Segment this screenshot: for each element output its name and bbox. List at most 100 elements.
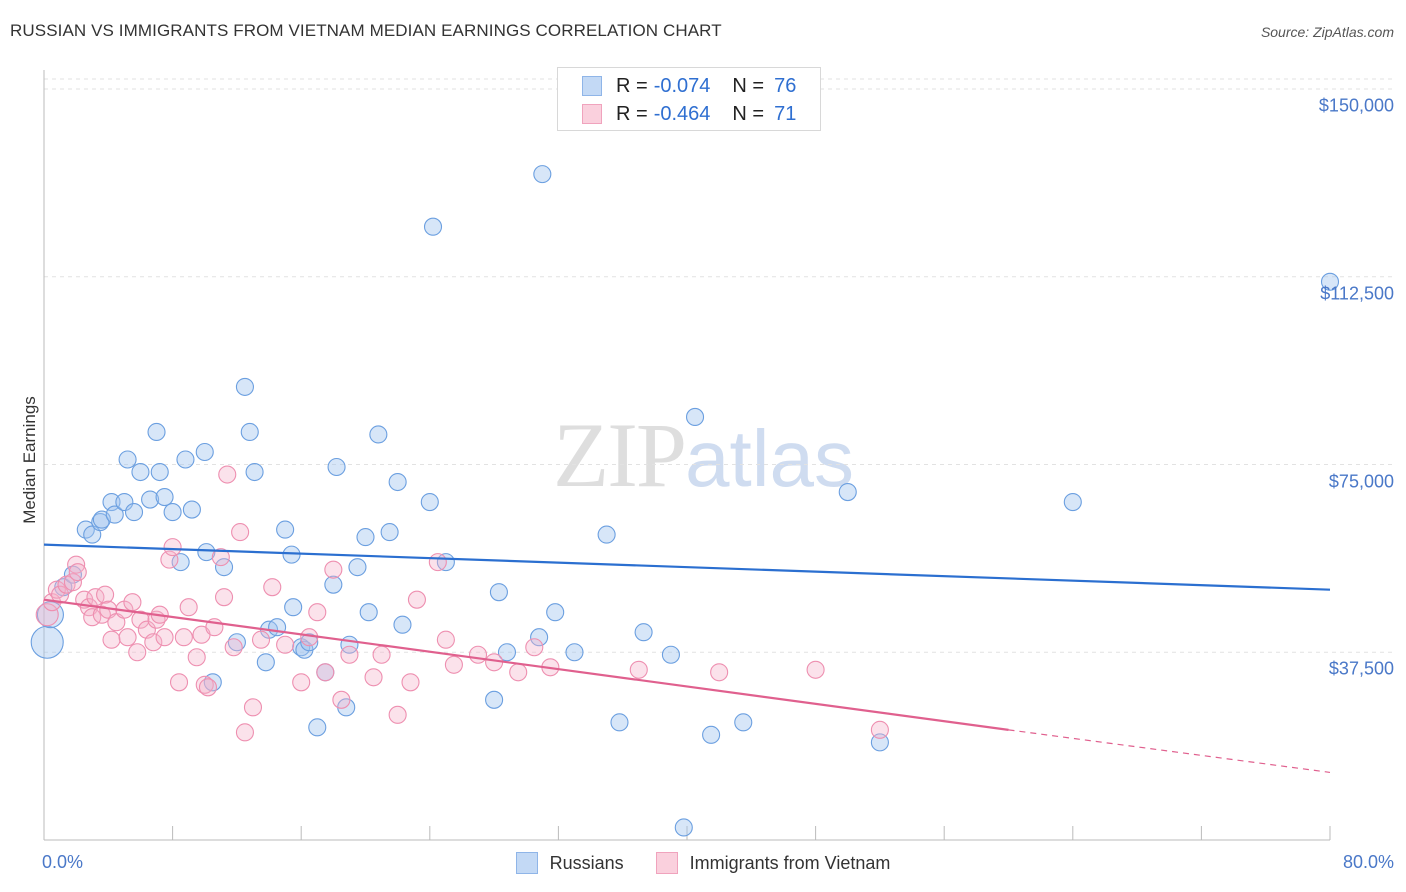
vietnam-point: [276, 635, 295, 654]
russians-point: [235, 377, 254, 396]
russians-point: [105, 505, 124, 524]
vietnam-point: [372, 645, 391, 664]
x-tick-label: 0.0%: [42, 852, 84, 872]
vietnam-point: [179, 598, 198, 617]
russians-point: [163, 503, 182, 522]
vietnam-point: [340, 645, 359, 664]
russians-point: [702, 725, 721, 744]
vietnam-point: [436, 630, 455, 649]
vietnam-point: [118, 628, 137, 647]
vietnam-point: [231, 523, 250, 542]
vietnam-point: [198, 678, 218, 697]
vietnam-point: [169, 673, 189, 692]
x-tick-label: 80.0%: [1342, 852, 1394, 872]
vietnam-point: [235, 723, 254, 742]
russians-point: [661, 645, 680, 664]
correlation-legend: R = -0.074 N = 76 R = -0.464 N = 71: [557, 67, 821, 131]
russians-point: [131, 462, 150, 482]
vietnam-point: [131, 610, 150, 629]
legend-n-value: 71: [774, 102, 797, 125]
russians-point: [1320, 272, 1340, 291]
vietnam-point: [251, 630, 271, 649]
russians-point: [118, 450, 137, 469]
vietnam-point: [710, 663, 729, 682]
legend-swatch-vietnam: [655, 852, 678, 874]
russians-point: [380, 523, 399, 542]
russians-point: [1063, 493, 1082, 512]
russians-point: [685, 407, 705, 426]
russians-point: [565, 643, 584, 662]
legend-swatch-vietnam: [582, 104, 602, 124]
vietnam-point: [123, 593, 142, 612]
russians-point: [141, 490, 160, 509]
legend-label-russians: Russians: [549, 852, 624, 873]
vietnam-point: [444, 655, 463, 674]
source-label: Source: ZipAtlas.com: [1260, 24, 1394, 40]
watermark-zip: ZIP: [553, 404, 687, 506]
y-tick-label: $150,000: [1318, 95, 1394, 116]
vietnam-point: [35, 603, 59, 627]
vietnam-point: [629, 660, 648, 679]
russians-point: [195, 442, 214, 462]
russians-point: [282, 545, 301, 564]
vietnam-point: [243, 698, 263, 717]
vietnam-point: [144, 633, 163, 652]
russians-point: [214, 558, 234, 577]
vietnam-point: [187, 648, 206, 667]
legend-row-russians: R = -0.074 N = 76: [582, 74, 796, 98]
chart-title: RUSSIAN VS IMMIGRANTS FROM VIETNAM MEDIA…: [10, 21, 722, 40]
russians-point: [597, 525, 616, 544]
vietnam-point: [128, 643, 147, 662]
y-tick-label: $112,500: [1320, 283, 1394, 304]
russians-point: [388, 472, 407, 492]
russians-point: [533, 165, 552, 184]
russians-point: [393, 615, 412, 634]
russians-point: [176, 450, 195, 469]
y-axis-title: Median Earnings: [20, 396, 39, 524]
vietnam-point: [195, 675, 214, 694]
vietnam-trend-line: [43, 598, 1009, 731]
vietnam-point: [525, 638, 544, 657]
russians-point: [489, 583, 508, 602]
russians-point: [734, 713, 753, 732]
watermark-atlas: atlas: [685, 414, 854, 503]
legend-r-label: R =: [616, 74, 648, 97]
vietnam-point: [163, 538, 182, 557]
russians-point: [348, 558, 367, 577]
vietnam-point: [324, 560, 343, 579]
russians-point: [115, 493, 134, 512]
y-tick-label: $37,500: [1328, 658, 1394, 679]
legend-r-label: R =: [616, 102, 648, 125]
russians-point: [838, 482, 857, 502]
russians-point: [256, 653, 275, 672]
russians-point: [147, 422, 166, 442]
vietnam-point: [102, 630, 121, 649]
vietnam-point: [401, 673, 420, 692]
russians-point: [124, 503, 144, 522]
russians-point: [369, 425, 388, 444]
vietnam-point: [218, 465, 237, 484]
vietnam-point: [67, 555, 86, 574]
vietnam-point: [806, 660, 825, 679]
russians-point: [36, 601, 64, 629]
russians-point: [300, 633, 319, 652]
russians-point: [227, 633, 246, 652]
legend-swatch-russians: [582, 76, 602, 96]
russians-point: [268, 618, 287, 637]
russians-point: [284, 598, 303, 617]
y-tick-label: $75,000: [1328, 471, 1394, 491]
russians-point: [308, 718, 327, 737]
vietnam-point: [292, 673, 311, 692]
legend-r-value: -0.074: [653, 74, 711, 97]
russians-point: [171, 553, 190, 572]
vietnam-point: [388, 705, 407, 724]
vietnam-point: [214, 588, 234, 607]
russians-point: [674, 818, 693, 837]
russians-trend-line: [43, 543, 1331, 591]
russians-point: [546, 603, 565, 622]
russians-point: [610, 713, 629, 732]
vietnam-point: [51, 585, 70, 604]
vietnam-point: [468, 645, 488, 664]
vietnam-point: [428, 553, 447, 572]
